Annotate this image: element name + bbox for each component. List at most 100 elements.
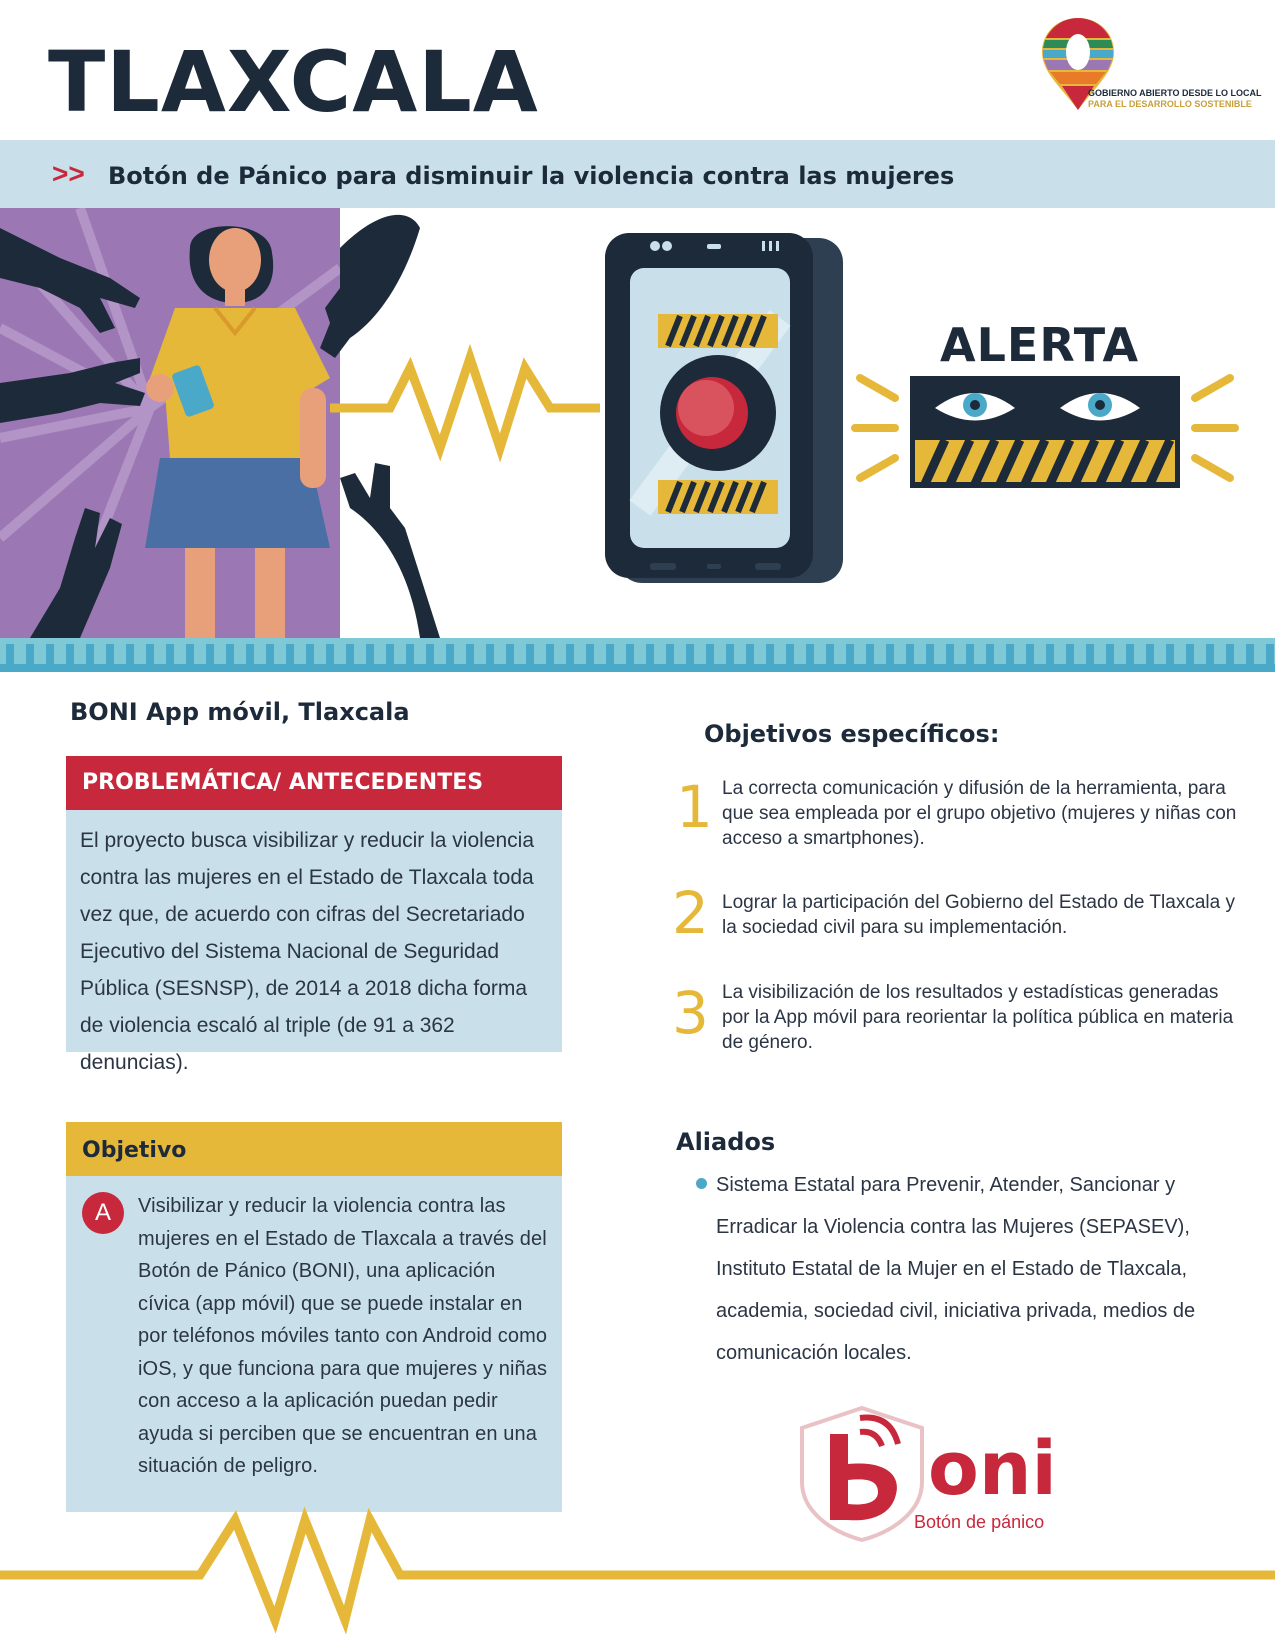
problematica-box xyxy=(66,810,562,1052)
ground-tick xyxy=(806,644,814,664)
ground-tick xyxy=(506,644,514,664)
ground-tick xyxy=(586,644,594,664)
ground-tick xyxy=(426,644,434,664)
ground-band xyxy=(0,638,1275,672)
aliados-heading: Aliados xyxy=(676,1128,776,1156)
alert-label: ALERTA xyxy=(940,318,1140,372)
objetivo-box xyxy=(66,1176,562,1512)
footer-zigzag-line xyxy=(0,1506,1275,1635)
ground-tick xyxy=(1246,644,1254,664)
ground-tick xyxy=(846,644,854,664)
aliados-text: Sistema Estatal para Prevenir, Atender, … xyxy=(716,1174,1196,1364)
phone-icon xyxy=(605,233,843,583)
ground-tick xyxy=(166,644,174,664)
ground-tick xyxy=(86,644,94,664)
subtitle-band xyxy=(0,140,1275,208)
ground-tick xyxy=(546,644,554,664)
double-chevron-icon: >> xyxy=(52,158,85,189)
ground-tick xyxy=(1086,644,1094,664)
ground-tick xyxy=(1186,644,1194,664)
ground-tick xyxy=(1226,644,1234,664)
boni-logo xyxy=(800,1405,924,1543)
ground-tick xyxy=(466,644,474,664)
ground-tick xyxy=(686,644,694,664)
ground-tick xyxy=(1126,644,1134,664)
gobierno-abierto-logo xyxy=(1042,18,1114,110)
boni-wordmark: oni xyxy=(928,1426,1057,1512)
ground-tick xyxy=(766,644,774,664)
ground-tick xyxy=(706,644,714,664)
objetivo-number: 2 xyxy=(672,879,709,947)
ground-tick xyxy=(566,644,574,664)
threatening-hands xyxy=(0,214,440,638)
objetivo-badge: A xyxy=(82,1192,124,1234)
objetivo-text: Visibilizar y reducir la violencia contr… xyxy=(138,1195,548,1477)
signal-zigzag xyxy=(330,343,600,463)
objetivo-item-text: La visibilización de los resultados y es… xyxy=(722,982,1234,1053)
problematica-text: El proyecto busca visibilizar y reducir … xyxy=(80,829,535,1074)
ground-tick xyxy=(1106,644,1114,664)
ground-tick xyxy=(1026,644,1034,664)
ground-tick xyxy=(746,644,754,664)
ground-tick xyxy=(946,644,954,664)
panic-button-illustration xyxy=(0,208,1275,672)
ground-tick xyxy=(326,644,334,664)
ground-tick xyxy=(146,644,154,664)
objetivo-item-text: La correcta comunicación y difusión de l… xyxy=(722,778,1237,849)
ground-tick xyxy=(1006,644,1014,664)
bullet-dot-icon xyxy=(696,1178,707,1189)
ground-tick xyxy=(1206,644,1214,664)
ground-tick xyxy=(226,644,234,664)
objetivo-title: Objetivo xyxy=(82,1138,187,1163)
ground-tick xyxy=(906,644,914,664)
ground-tick xyxy=(306,644,314,664)
ground-tick xyxy=(266,644,274,664)
logo-caption-line2: PARA EL DESARROLLO SOSTENIBLE xyxy=(1088,99,1252,109)
ground-tick xyxy=(1146,644,1154,664)
ground-tick xyxy=(966,644,974,664)
ground-tick xyxy=(286,644,294,664)
ground-tick xyxy=(526,644,534,664)
subtitle-text: Botón de Pánico para disminuir la violen… xyxy=(108,162,955,190)
boni-app-heading: BONI App móvil, Tlaxcala xyxy=(70,698,410,726)
ground-tick xyxy=(826,644,834,664)
page-title: TLAXCALA xyxy=(48,33,539,131)
objetivo-number: 1 xyxy=(676,773,713,841)
problematica-title: PROBLEMÁTICA/ ANTECEDENTES xyxy=(82,770,484,795)
ground-tick xyxy=(126,644,134,664)
ground-tick xyxy=(26,644,34,664)
ground-tick xyxy=(1166,644,1174,664)
ground-tick xyxy=(186,644,194,664)
alert-eyes-panel xyxy=(851,374,1239,488)
ground-tick xyxy=(486,644,494,664)
ground-tick xyxy=(66,644,74,664)
ground-tick xyxy=(726,644,734,664)
ground-tick xyxy=(46,644,54,664)
ground-tick xyxy=(666,644,674,664)
objetivo-number: 3 xyxy=(672,979,709,1047)
ground-tick xyxy=(926,644,934,664)
objetivos-especificos-heading: Objetivos específicos: xyxy=(704,720,1000,748)
ground-tick xyxy=(206,644,214,664)
ground-tick xyxy=(346,644,354,664)
logo-caption-line1: GOBIERNO ABIERTO DESDE LO LOCAL xyxy=(1088,88,1262,98)
ground-tick xyxy=(626,644,634,664)
ground-tick xyxy=(446,644,454,664)
problematica-header xyxy=(66,756,562,810)
ground-tick xyxy=(366,644,374,664)
ground-tick xyxy=(1046,644,1054,664)
objetivo-header xyxy=(66,1122,562,1176)
ground-tick xyxy=(106,644,114,664)
ground-tick xyxy=(866,644,874,664)
ground-tick xyxy=(6,644,14,664)
ground-tick xyxy=(986,644,994,664)
ground-tick xyxy=(786,644,794,664)
ground-tick xyxy=(886,644,894,664)
boni-subtitle: Botón de pánico xyxy=(914,1512,1045,1532)
ground-tick xyxy=(606,644,614,664)
ground-tick xyxy=(406,644,414,664)
ground-tick xyxy=(386,644,394,664)
logo-caption: GOBIERNO ABIERTO DESDE LO LOCAL PARA EL … xyxy=(1088,88,1262,110)
ground-tick xyxy=(246,644,254,664)
ground-tick xyxy=(1266,644,1274,664)
